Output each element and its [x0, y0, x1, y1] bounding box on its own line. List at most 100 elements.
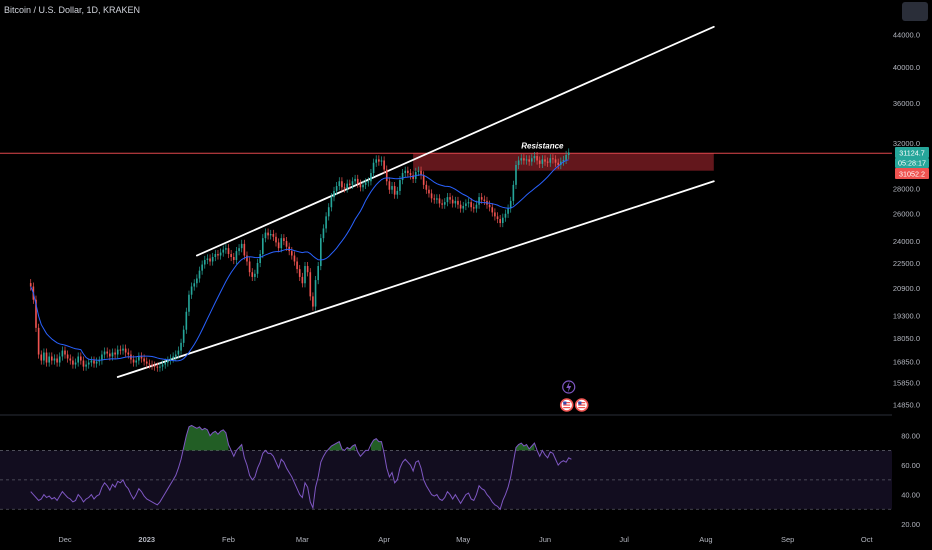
candle: [151, 360, 153, 370]
candle-body: [174, 354, 177, 357]
candle: [425, 180, 428, 194]
candle: [251, 268, 254, 282]
candle-body: [356, 178, 359, 184]
price-pane[interactable]: Resistance: [0, 25, 892, 412]
candle-body: [457, 200, 459, 205]
candle-body: [29, 283, 32, 287]
candle-body: [320, 238, 322, 267]
candle: [549, 154, 552, 167]
candle-body: [48, 356, 50, 363]
candle-body: [235, 251, 238, 260]
candle: [536, 151, 538, 165]
candle-body: [443, 202, 446, 205]
candle-body: [354, 178, 356, 182]
candle-body: [491, 207, 494, 213]
candle-body: [119, 349, 122, 351]
candle-body: [536, 156, 538, 161]
candle-body: [61, 350, 64, 357]
candle: [185, 307, 188, 334]
rsi-pane[interactable]: [0, 424, 892, 511]
time-tick-label: Feb: [222, 535, 235, 544]
candle: [177, 346, 180, 359]
candle-body: [188, 294, 190, 312]
candle-body: [327, 207, 330, 217]
candle: [309, 268, 312, 301]
candle: [230, 249, 232, 262]
candle: [552, 154, 554, 164]
candle-body: [288, 246, 290, 252]
candle-body: [151, 364, 153, 366]
price-tick-label: 20900.0: [893, 284, 920, 293]
candle-body: [269, 233, 272, 236]
candle-body: [248, 261, 251, 273]
candle-body: [459, 204, 462, 209]
candle: [417, 166, 420, 176]
price-labels: 31124.705:28:17 31052.2: [895, 147, 929, 179]
candle: [119, 345, 122, 355]
candle: [483, 195, 486, 205]
price-tick-label: 16850.0: [893, 358, 920, 367]
candle: [478, 193, 480, 209]
candle-body: [159, 366, 161, 368]
candle-body: [409, 173, 412, 176]
candle-body: [546, 161, 549, 163]
candle-body: [438, 198, 441, 204]
time-tick-label: Dec: [58, 535, 72, 544]
candle-body: [254, 273, 256, 277]
candle: [256, 258, 259, 278]
candle: [404, 166, 407, 178]
candle-body: [132, 359, 135, 363]
candle: [225, 244, 227, 254]
candle: [451, 195, 454, 208]
price-label-box: 31124.7: [895, 147, 929, 158]
time-tick-label: Jun: [539, 535, 551, 544]
candle: [391, 182, 393, 194]
candle: [114, 348, 116, 359]
candle-body: [494, 212, 496, 217]
candle: [354, 174, 356, 186]
candle: [267, 228, 269, 240]
candle-body: [304, 266, 306, 284]
candle-body: [425, 184, 428, 190]
candle: [156, 362, 159, 372]
candle: [407, 166, 409, 178]
candle-body: [407, 170, 409, 174]
price-label-text: 05:28:17: [898, 159, 926, 168]
candle: [488, 200, 491, 212]
candle-body: [153, 365, 156, 367]
candle: [341, 177, 343, 192]
candle-body: [169, 358, 172, 361]
price-tick-label: 26000.0: [893, 210, 920, 219]
price-tick-label: 24000.0: [893, 237, 920, 246]
candle-body: [85, 364, 87, 367]
candle-body: [309, 272, 312, 297]
candle-body: [441, 203, 443, 205]
candle: [533, 151, 536, 163]
candle-body: [393, 186, 396, 195]
candle-body: [567, 152, 570, 155]
candle: [412, 171, 414, 184]
resistance-label: Resistance: [521, 141, 564, 150]
candle-body: [40, 354, 43, 361]
candle-body: [50, 356, 53, 361]
candle-body: [72, 360, 74, 365]
candle: [140, 352, 143, 363]
candle: [491, 203, 494, 217]
candle-body: [225, 248, 227, 250]
settings-button[interactable]: [902, 2, 928, 21]
candle-body: [217, 254, 219, 256]
candle-body: [37, 327, 40, 355]
candle-body: [296, 261, 298, 270]
price-tick-label: 40000.0: [893, 63, 920, 72]
candle: [82, 356, 85, 371]
candle-body: [565, 154, 567, 160]
candle-body: [530, 158, 533, 162]
candle-body: [74, 362, 77, 365]
candle: [135, 356, 138, 367]
candle-body: [509, 200, 512, 209]
candle-body: [161, 364, 164, 367]
candle: [153, 361, 156, 371]
candle: [227, 244, 230, 259]
candle: [409, 168, 412, 180]
